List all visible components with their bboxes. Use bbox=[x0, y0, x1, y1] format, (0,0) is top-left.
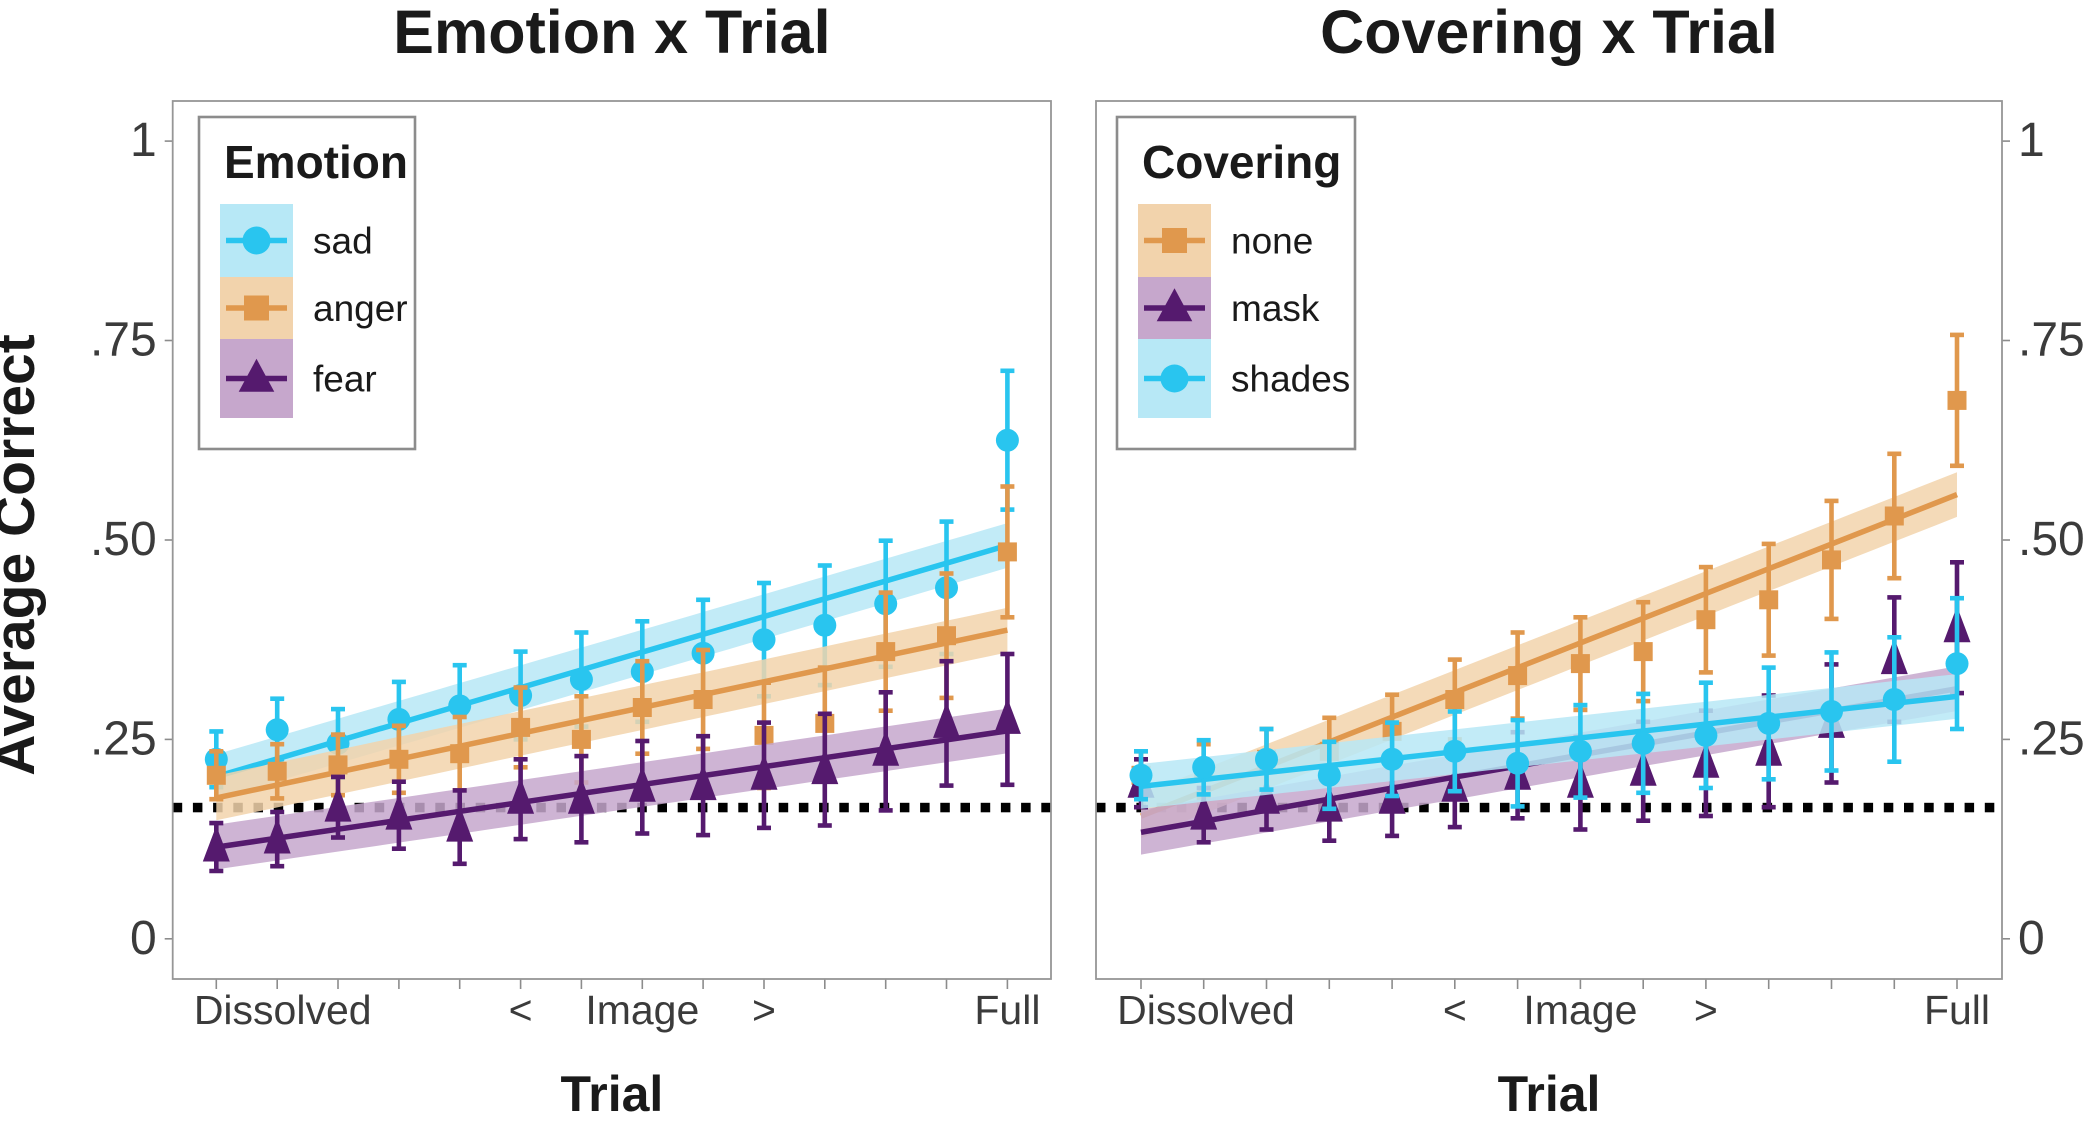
svg-text:Full: Full bbox=[974, 987, 1040, 1033]
svg-text:0: 0 bbox=[130, 912, 157, 965]
svg-text:<: < bbox=[509, 987, 533, 1033]
svg-text:1: 1 bbox=[2018, 114, 2045, 167]
svg-text:Image: Image bbox=[585, 987, 699, 1033]
svg-text:Trial: Trial bbox=[560, 1066, 663, 1118]
svg-text:Covering: Covering bbox=[1142, 136, 1341, 188]
svg-text:.50: .50 bbox=[2018, 513, 2085, 566]
svg-text:.25: .25 bbox=[90, 712, 157, 765]
svg-text:none: none bbox=[1231, 221, 1313, 262]
svg-text:>: > bbox=[752, 987, 776, 1033]
svg-text:fear: fear bbox=[313, 359, 377, 400]
svg-text:.75: .75 bbox=[2018, 314, 2085, 367]
svg-text:sad: sad bbox=[313, 221, 373, 262]
svg-text:Dissolved: Dissolved bbox=[194, 987, 372, 1033]
svg-text:1: 1 bbox=[130, 114, 157, 167]
svg-text:anger: anger bbox=[313, 288, 408, 329]
svg-text:Covering x Trial: Covering x Trial bbox=[1320, 0, 1778, 66]
svg-text:mask: mask bbox=[1231, 288, 1320, 329]
svg-text:Dissolved: Dissolved bbox=[1117, 987, 1295, 1033]
svg-text:Emotion: Emotion bbox=[224, 136, 408, 188]
svg-text:<: < bbox=[1443, 987, 1467, 1033]
svg-text:Average Correct: Average Correct bbox=[0, 334, 47, 775]
svg-text:Image: Image bbox=[1523, 987, 1637, 1033]
svg-text:>: > bbox=[1694, 987, 1718, 1033]
svg-text:Emotion x Trial: Emotion x Trial bbox=[393, 0, 830, 66]
svg-text:.75: .75 bbox=[90, 314, 157, 367]
svg-text:shades: shades bbox=[1231, 359, 1350, 400]
svg-text:.50: .50 bbox=[90, 513, 157, 566]
svg-text:Full: Full bbox=[1924, 987, 1990, 1033]
svg-text:0: 0 bbox=[2018, 912, 2045, 965]
svg-text:.25: .25 bbox=[2018, 712, 2085, 765]
svg-text:Trial: Trial bbox=[1498, 1066, 1601, 1118]
